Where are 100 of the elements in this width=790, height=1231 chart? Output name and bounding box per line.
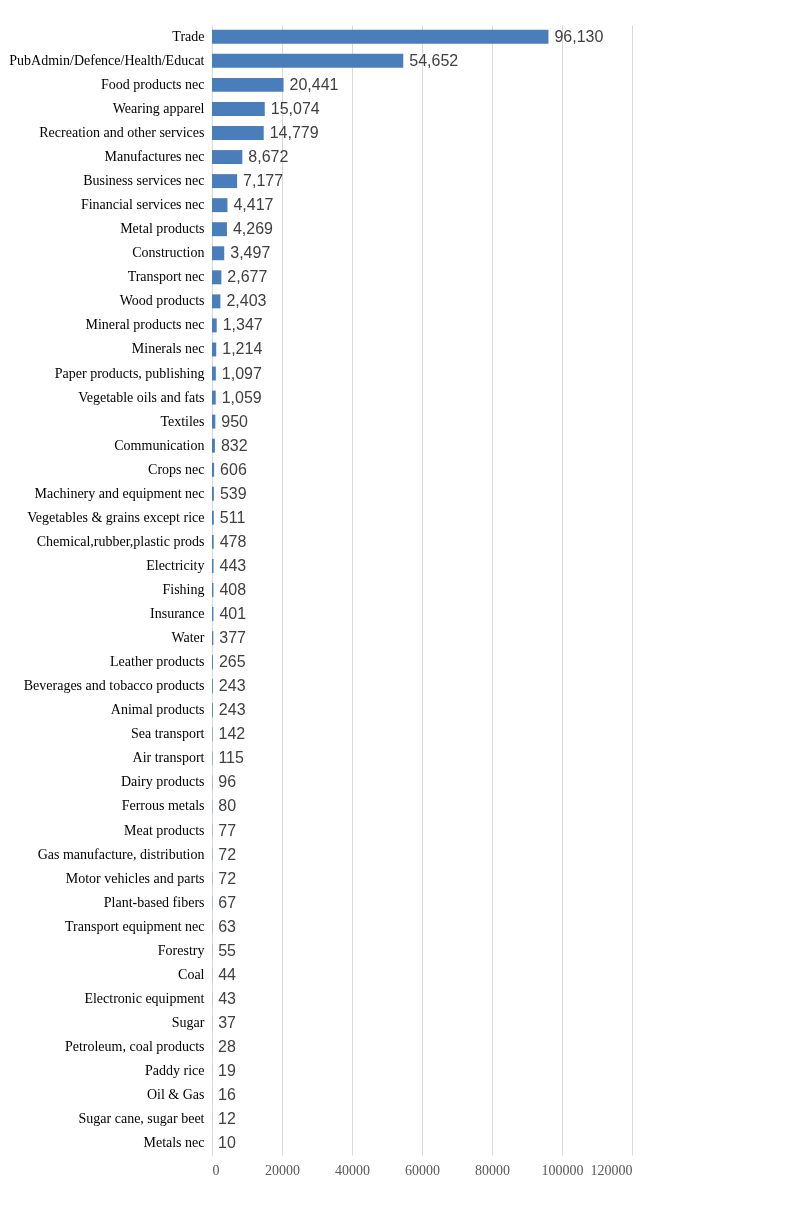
- y-tick-label: Metal products: [120, 221, 205, 237]
- y-tick-label: Transport equipment nec: [65, 918, 205, 934]
- y-tick-label: Communication: [114, 437, 205, 453]
- y-tick-label: Petroleum, coal products: [64, 1039, 205, 1054]
- data-label: 832: [220, 436, 248, 454]
- y-tick-label: Sugar cane, sugar beet: [78, 1111, 205, 1127]
- data-label: 1,059: [221, 388, 262, 406]
- data-label: 37: [218, 1013, 237, 1031]
- bar: [212, 318, 217, 333]
- y-tick-label: Financial services nec: [80, 197, 205, 213]
- data-label: 96: [218, 773, 237, 791]
- data-label: 377: [219, 629, 247, 647]
- y-tick-label: Forestry: [157, 942, 205, 958]
- data-label: 80: [218, 797, 237, 815]
- y-tick-label: Meat products: [124, 822, 205, 838]
- data-label: 20,441: [289, 75, 339, 93]
- x-tick-label: 100000: [541, 1162, 584, 1178]
- data-label: 4,417: [233, 196, 274, 214]
- data-label: 1,097: [221, 364, 262, 382]
- data-label: 72: [218, 845, 237, 863]
- data-label: 3,497: [230, 244, 271, 262]
- x-tick-label: 120000: [590, 1162, 633, 1178]
- y-tick-label: Water: [171, 630, 205, 646]
- data-label: 63: [218, 917, 237, 935]
- data-label: 43: [218, 989, 237, 1007]
- data-label: 511: [219, 508, 246, 526]
- data-label: 12: [218, 1110, 236, 1128]
- bar: [212, 390, 216, 405]
- y-tick-label: Sugar: [171, 1014, 205, 1030]
- y-tick-label: Transport nec: [127, 269, 205, 285]
- y-tick-label: Leather products: [110, 654, 205, 670]
- y-tick-label: Motor vehicles and parts: [65, 870, 205, 886]
- x-tick-label: 40000: [335, 1162, 370, 1178]
- data-label: 243: [218, 701, 246, 719]
- data-label: 478: [219, 532, 247, 550]
- x-tick-label: 0: [212, 1162, 220, 1178]
- data-label: 2,403: [226, 292, 267, 310]
- y-tick-label: Fishing: [162, 582, 205, 597]
- x-tick-label: 20000: [265, 1162, 300, 1178]
- bar: [212, 438, 215, 453]
- y-tick-label: Paddy rice: [145, 1063, 205, 1079]
- data-label: 4,269: [232, 220, 274, 238]
- y-tick-label: Chemical,rubber,plastic prods: [36, 533, 205, 549]
- y-tick-label: Beverages and tobacco products: [23, 678, 205, 694]
- data-label: 2,677: [227, 268, 268, 286]
- data-label: 72: [218, 869, 237, 887]
- data-label: 55: [218, 941, 237, 959]
- bar: [212, 342, 217, 357]
- y-tick-label: Animal products: [110, 702, 205, 718]
- y-tick-label: Metals nec: [143, 1135, 205, 1151]
- y-tick-label: Crops nec: [148, 461, 205, 477]
- y-tick-label: Oil & Gas: [146, 1087, 205, 1103]
- data-label: 7,177: [243, 172, 284, 190]
- bar: [212, 29, 549, 44]
- bar: [212, 414, 216, 429]
- y-tick-label: Wood products: [119, 293, 205, 309]
- bar: [212, 270, 222, 285]
- bar: [212, 222, 227, 237]
- data-label: 115: [218, 749, 245, 767]
- data-label: 401: [219, 605, 247, 623]
- data-label: 265: [218, 653, 246, 671]
- y-tick-label: Vegetables & grains except rice: [27, 509, 205, 525]
- data-label: 8,672: [248, 148, 289, 166]
- y-tick-label: Textiles: [160, 413, 205, 429]
- y-tick-label: Mineral products nec: [85, 317, 205, 333]
- data-label: 10: [218, 1134, 236, 1152]
- bar: [212, 198, 228, 213]
- data-label: 19: [218, 1062, 236, 1080]
- x-tick-label: 80000: [475, 1162, 510, 1178]
- bar: [212, 150, 243, 165]
- data-label: 443: [219, 556, 247, 574]
- y-tick-label: Wearing apparel: [112, 100, 205, 116]
- y-tick-label: PubAdmin/Defence/Health/Educat: [9, 52, 205, 68]
- y-tick-label: Electricity: [146, 557, 205, 573]
- bar: [212, 77, 284, 92]
- bar: [212, 53, 404, 68]
- y-tick-label: Trade: [172, 28, 205, 44]
- data-label: 44: [218, 965, 237, 983]
- data-label: 28: [218, 1038, 236, 1055]
- y-tick-label: Air transport: [132, 750, 205, 766]
- data-label: 606: [220, 460, 247, 478]
- y-tick-label: Construction: [132, 245, 205, 261]
- bar: [212, 126, 264, 140]
- data-label: 142: [218, 725, 246, 743]
- y-tick-label: Vegetable oils and fats: [78, 389, 205, 405]
- bar: [212, 366, 216, 381]
- y-tick-label: Coal: [178, 966, 205, 982]
- data-label: 67: [218, 893, 237, 911]
- y-tick-label: Food products nec: [101, 76, 205, 92]
- y-tick-label: Machinery and equipment nec: [34, 485, 205, 501]
- y-tick-label: Gas manufacture, distribution: [37, 846, 205, 862]
- data-label: 96,130: [554, 27, 604, 45]
- data-label: 1,214: [222, 340, 263, 358]
- y-tick-label: Recreation and other services: [39, 125, 205, 140]
- y-tick-label: Insurance: [150, 606, 205, 622]
- data-label: 77: [218, 821, 237, 839]
- data-label: 408: [219, 581, 247, 598]
- bar: [212, 462, 215, 477]
- y-tick-label: Plant-based fibers: [103, 894, 205, 910]
- data-label: 16: [218, 1086, 236, 1104]
